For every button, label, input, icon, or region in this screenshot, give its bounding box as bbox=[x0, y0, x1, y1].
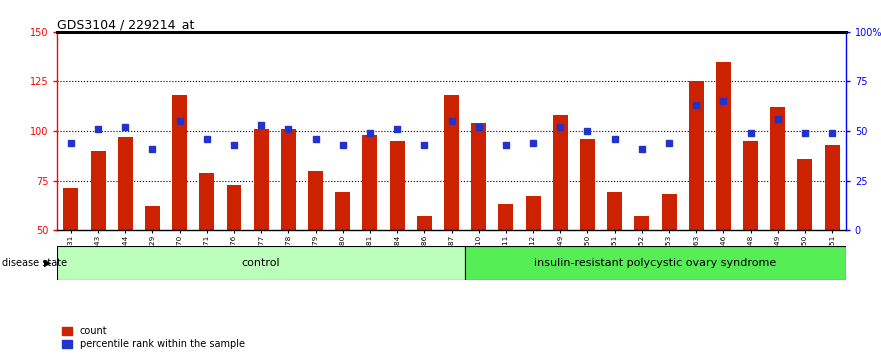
Bar bbox=[465, 246, 846, 280]
Bar bbox=[607, 193, 622, 230]
Text: insulin-resistant polycystic ovary syndrome: insulin-resistant polycystic ovary syndr… bbox=[534, 258, 776, 268]
Bar bbox=[226, 184, 241, 230]
Bar bbox=[526, 196, 541, 230]
Bar bbox=[444, 95, 459, 230]
Bar bbox=[254, 129, 269, 230]
Bar bbox=[389, 141, 404, 230]
Bar bbox=[199, 173, 214, 230]
Bar bbox=[145, 206, 160, 230]
Text: GDS3104 / 229214_at: GDS3104 / 229214_at bbox=[57, 18, 195, 31]
Bar bbox=[499, 204, 514, 230]
Bar bbox=[552, 115, 567, 230]
Bar bbox=[91, 151, 106, 230]
Bar bbox=[662, 194, 677, 230]
Legend: count, percentile rank within the sample: count, percentile rank within the sample bbox=[63, 326, 245, 349]
Bar bbox=[172, 95, 187, 230]
Text: control: control bbox=[242, 258, 280, 268]
Bar bbox=[743, 141, 758, 230]
Bar bbox=[716, 62, 731, 230]
Bar bbox=[471, 123, 486, 230]
Text: ▶: ▶ bbox=[43, 258, 51, 268]
Bar bbox=[770, 107, 785, 230]
Bar bbox=[362, 135, 377, 230]
Bar bbox=[57, 246, 465, 280]
Bar bbox=[580, 139, 595, 230]
Text: disease state: disease state bbox=[2, 258, 67, 268]
Bar bbox=[797, 159, 812, 230]
Bar bbox=[63, 188, 78, 230]
Bar bbox=[308, 171, 323, 230]
Bar bbox=[689, 81, 704, 230]
Bar bbox=[825, 145, 840, 230]
Bar bbox=[634, 216, 649, 230]
Bar bbox=[417, 216, 432, 230]
Bar bbox=[118, 137, 133, 230]
Bar bbox=[336, 193, 351, 230]
Bar bbox=[281, 129, 296, 230]
